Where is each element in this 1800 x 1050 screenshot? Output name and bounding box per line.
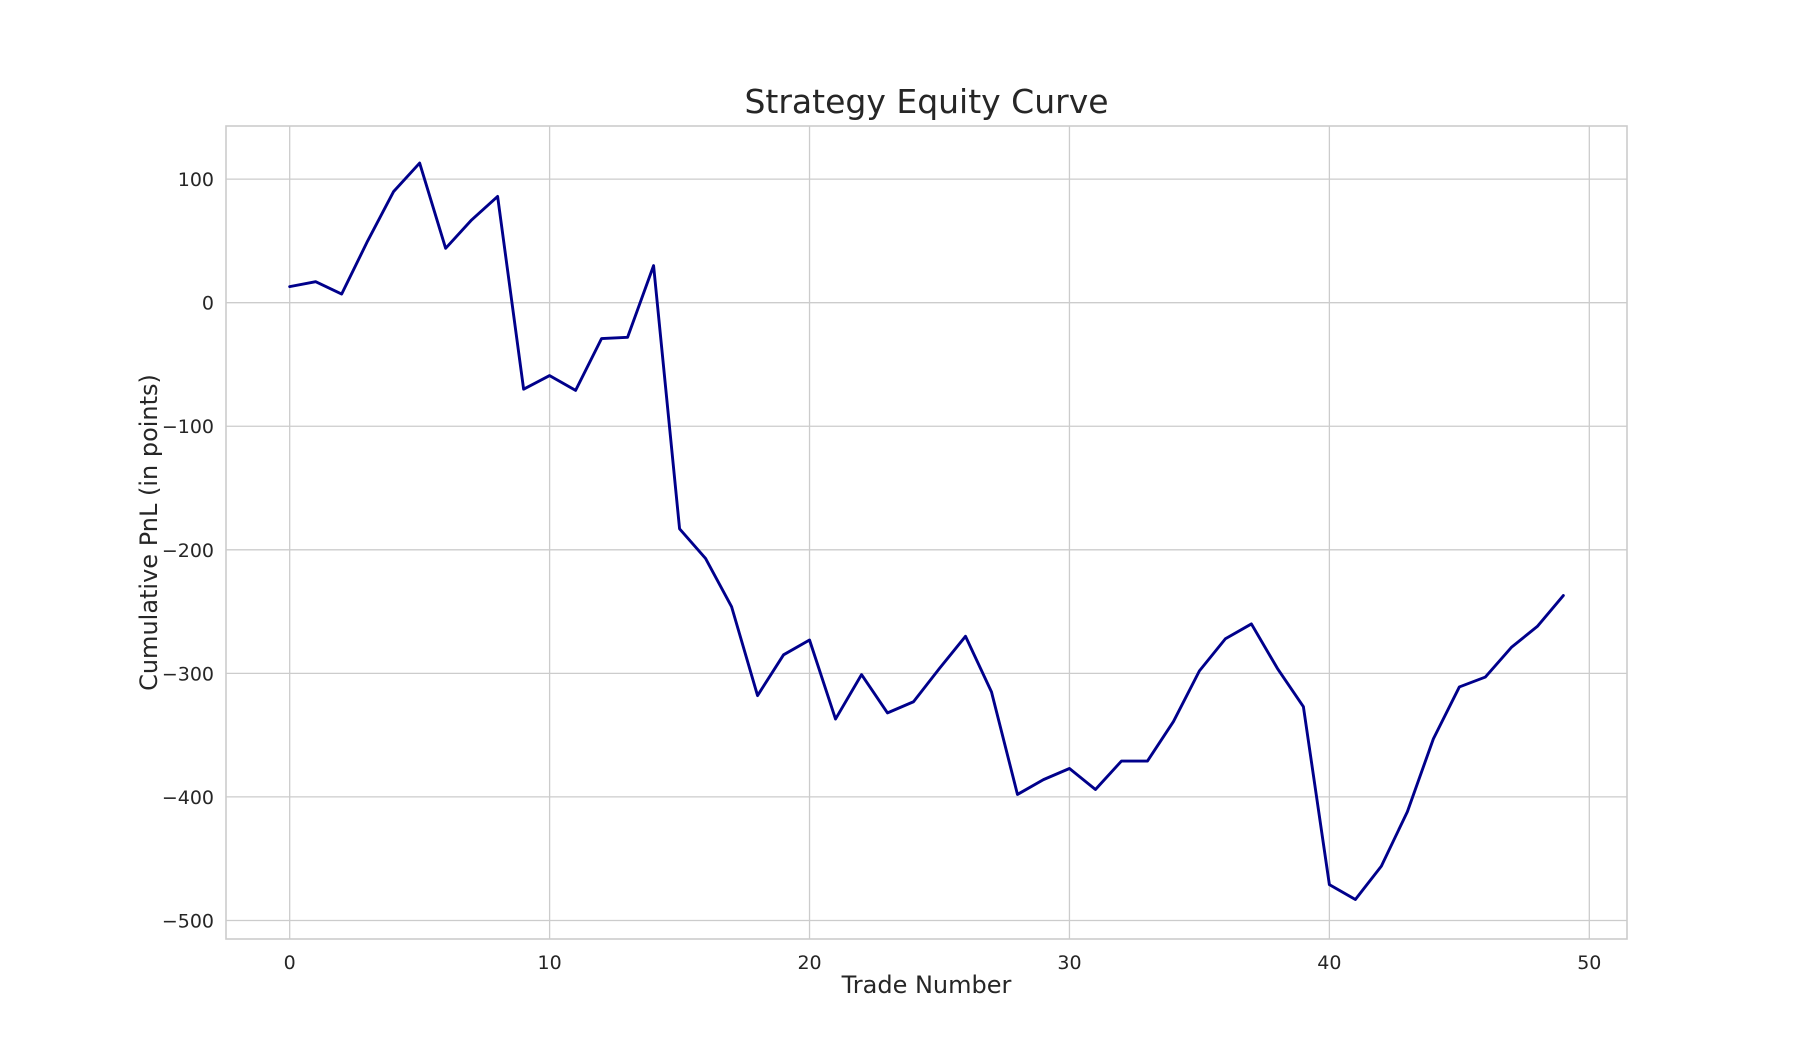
x-tick-label: 40 (1317, 952, 1341, 974)
tick-labels: 0 10 20 30 40 50 100 0 −100 −200 −300 −400 −500 (162, 169, 1602, 974)
grid-lines (226, 126, 1627, 939)
y-tick-label: −200 (162, 540, 214, 562)
y-tick-label: −400 (162, 787, 214, 809)
x-tick-label: 0 (284, 952, 296, 974)
y-tick-label: −300 (162, 663, 214, 685)
y-tick-label: −500 (162, 910, 214, 932)
x-axis-label: Trade Number (841, 971, 1012, 999)
y-axis-label: Cumulative PnL (in points) (135, 374, 163, 691)
series-layer (288, 161, 1565, 901)
x-tick-label: 20 (797, 952, 821, 974)
chart-title: Strategy Equity Curve (744, 82, 1108, 121)
x-tick-label: 50 (1577, 952, 1601, 974)
equity-series-line (288, 161, 1565, 901)
plot-area-frame (225, 125, 1628, 940)
x-tick-label: 30 (1057, 952, 1081, 974)
y-tick-label: 0 (202, 293, 214, 315)
y-tick-label: 100 (178, 169, 214, 191)
x-tick-label: 10 (538, 952, 562, 974)
y-tick-label: −100 (162, 416, 214, 438)
